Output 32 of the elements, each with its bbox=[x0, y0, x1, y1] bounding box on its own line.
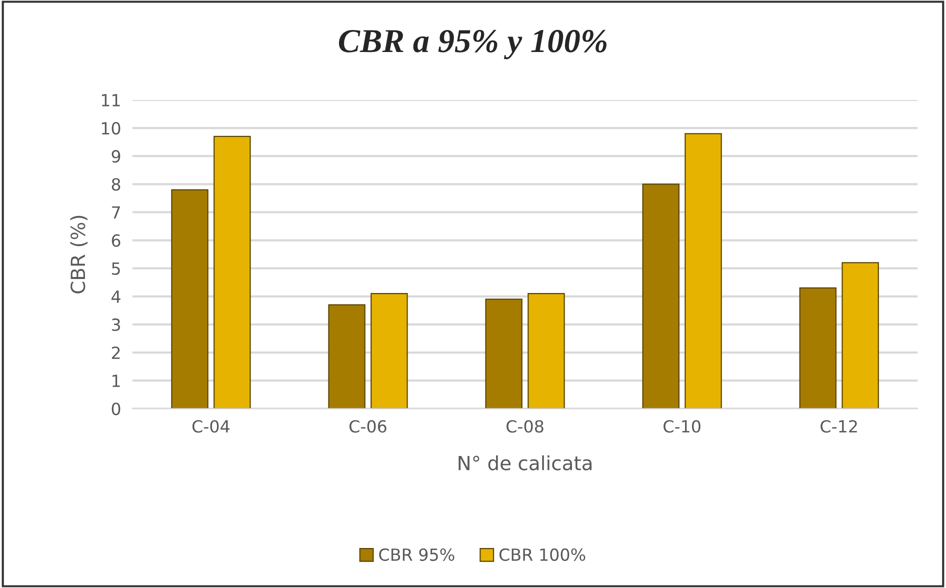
y-tick-label: 5 bbox=[112, 262, 120, 275]
x-tick-label: C-06 bbox=[350, 420, 386, 433]
y-tick-label: 1 bbox=[112, 374, 120, 387]
x-axis-title: N° de calicata bbox=[458, 455, 592, 470]
y-tick-label: 11 bbox=[102, 94, 120, 106]
x-tick-label: C-10 bbox=[664, 420, 700, 433]
x-tick-label: C-12 bbox=[820, 420, 857, 433]
chart-title: CBR a 95% y 100% bbox=[338, 30, 606, 60]
bar bbox=[485, 298, 522, 409]
bar bbox=[799, 287, 837, 409]
bar bbox=[528, 293, 565, 409]
x-tick-label: C-04 bbox=[192, 420, 230, 433]
y-tick-label: 9 bbox=[112, 150, 120, 163]
bar bbox=[214, 136, 251, 409]
legend-label: CBR 100% bbox=[499, 548, 586, 561]
y-tick-label: 2 bbox=[112, 346, 120, 359]
y-tick-label: 8 bbox=[112, 178, 120, 191]
bar bbox=[171, 189, 208, 409]
y-tick-label: 10 bbox=[102, 122, 120, 135]
legend-label: CBR 95% bbox=[379, 548, 454, 561]
y-tick-label: 3 bbox=[112, 318, 120, 332]
y-axis-title: CBR (%) bbox=[70, 216, 88, 294]
bar bbox=[642, 184, 680, 409]
y-tick-label: 6 bbox=[112, 234, 120, 247]
bar bbox=[328, 304, 366, 409]
bar bbox=[842, 262, 879, 409]
y-tick-label: 0 bbox=[112, 402, 120, 416]
bar bbox=[370, 293, 408, 409]
y-tick-label: 4 bbox=[112, 290, 120, 303]
x-tick-label: C-08 bbox=[506, 420, 544, 433]
bar bbox=[684, 133, 722, 409]
y-tick-label: 7 bbox=[112, 206, 120, 219]
